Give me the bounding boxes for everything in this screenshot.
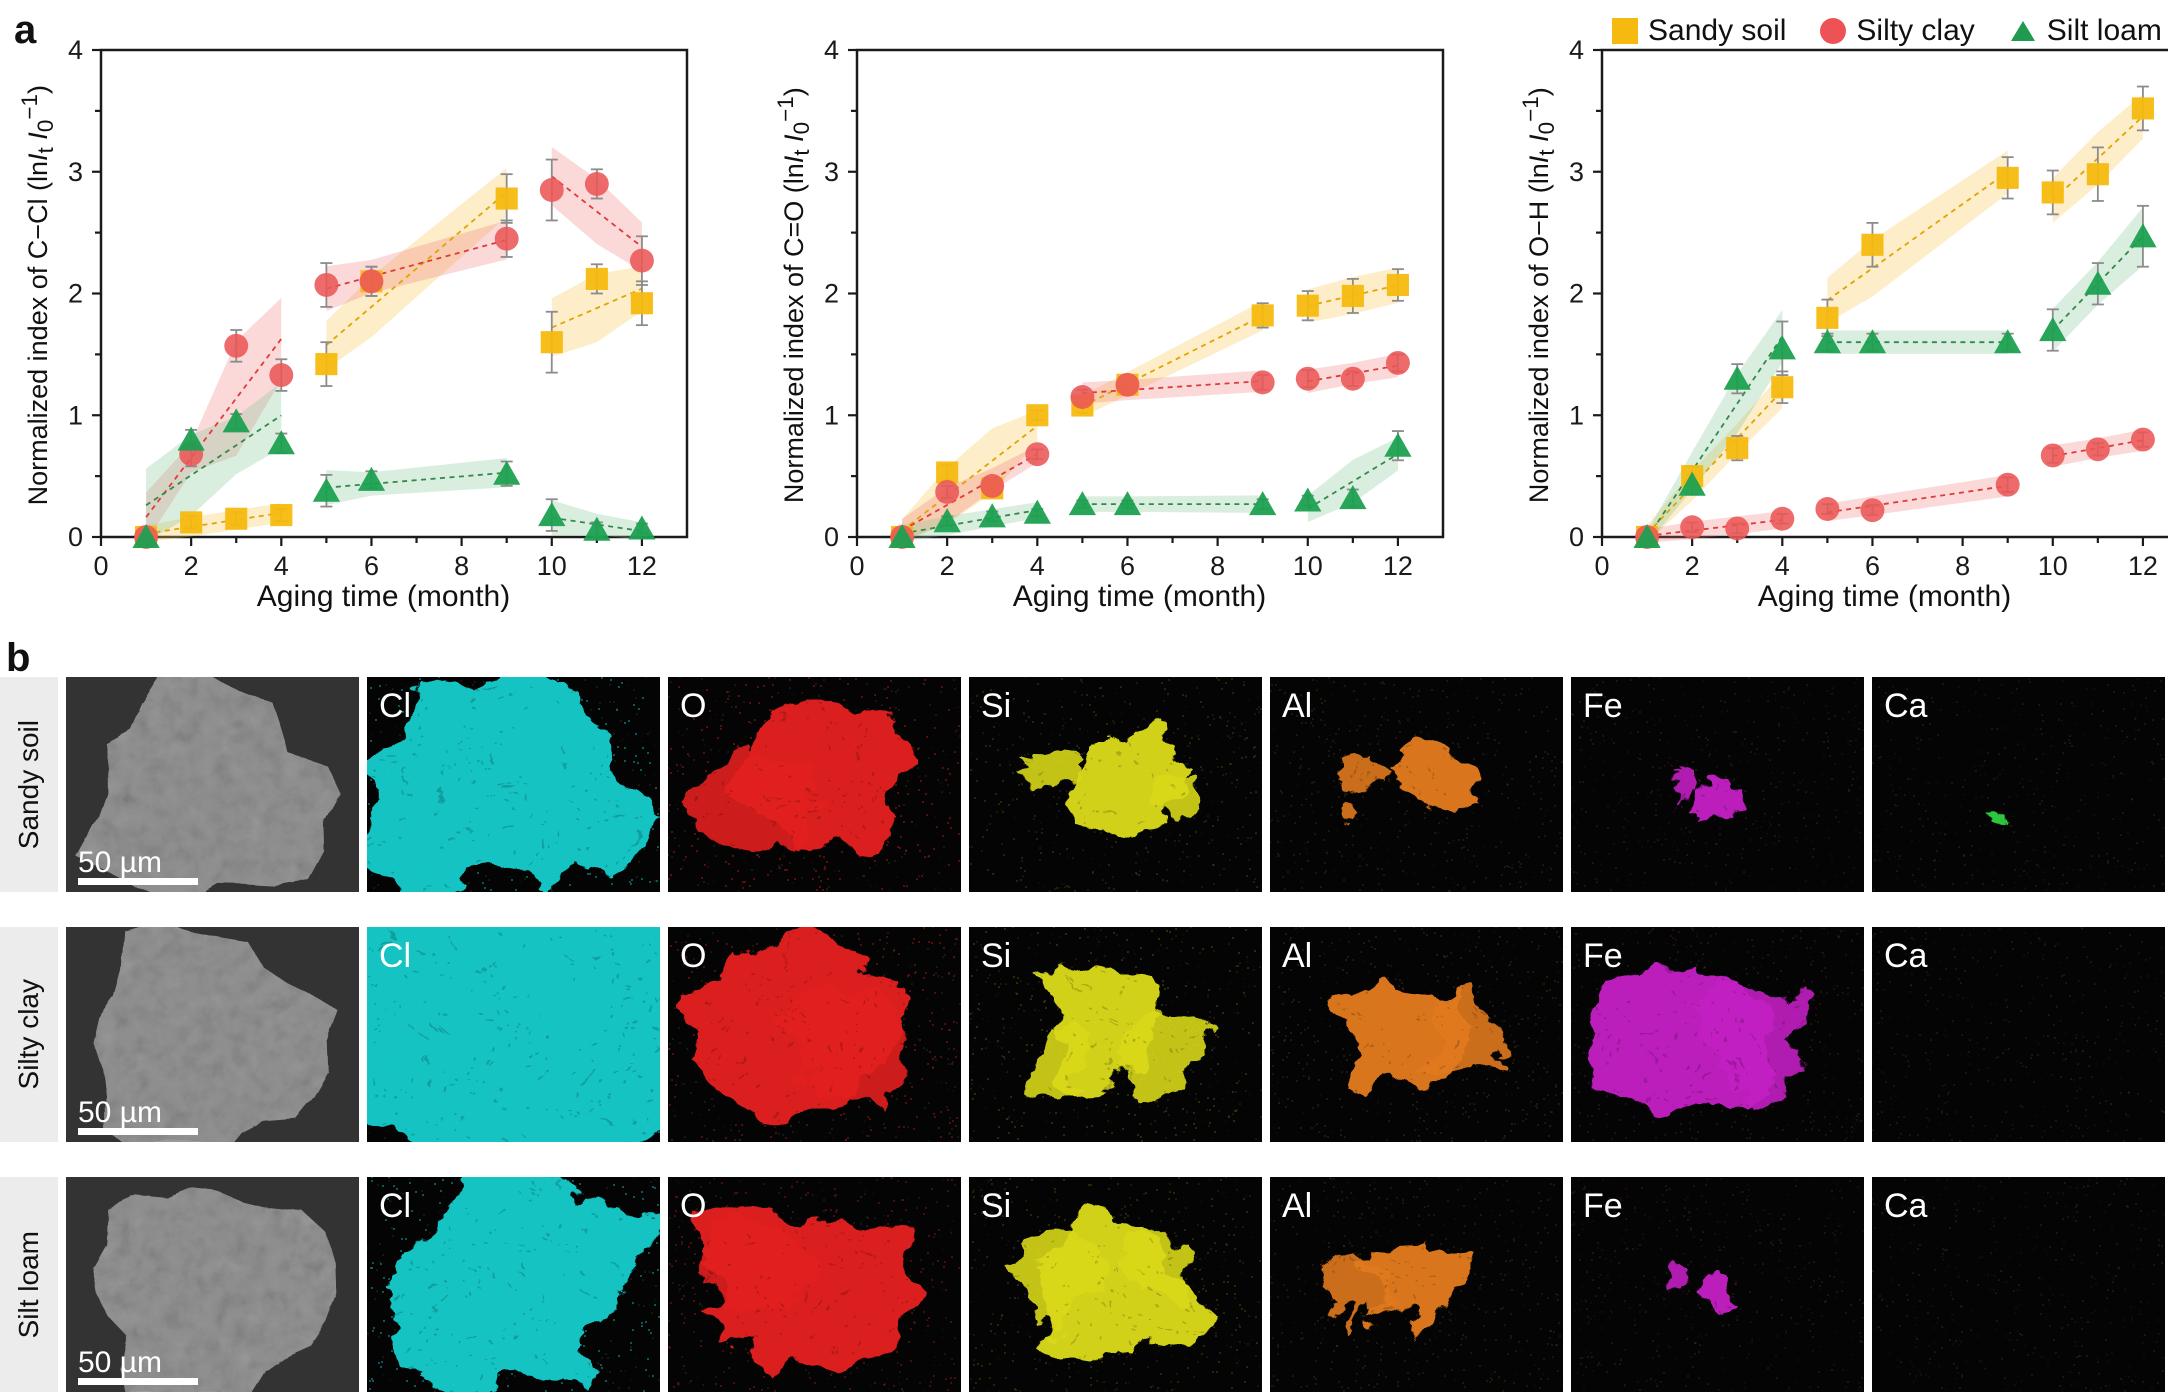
svg-text:0: 0 — [1569, 522, 1584, 552]
svg-text:4: 4 — [1775, 551, 1790, 581]
svg-text:0: 0 — [1594, 551, 1609, 581]
svg-text:0: 0 — [93, 551, 108, 581]
svg-text:4: 4 — [824, 35, 839, 65]
svg-text:Si: Si — [981, 687, 1011, 725]
svg-text:Fe: Fe — [1583, 937, 1623, 975]
svg-text:0: 0 — [824, 522, 839, 552]
svg-text:Fe: Fe — [1583, 687, 1623, 725]
svg-text:2: 2 — [1685, 551, 1700, 581]
svg-text:8: 8 — [1955, 551, 1970, 581]
svg-text:2: 2 — [1569, 279, 1584, 309]
svg-text:10: 10 — [537, 551, 567, 581]
svg-text:10: 10 — [1293, 551, 1323, 581]
svg-text:4: 4 — [1030, 551, 1045, 581]
svg-text:O: O — [680, 937, 706, 975]
svg-text:Si: Si — [981, 1187, 1011, 1225]
svg-text:Ca: Ca — [1884, 687, 1928, 725]
svg-text:3: 3 — [68, 157, 83, 187]
svg-text:3: 3 — [1569, 157, 1584, 187]
svg-text:1: 1 — [68, 400, 83, 430]
svg-text:Al: Al — [1282, 1187, 1312, 1225]
svg-text:10: 10 — [2038, 551, 2068, 581]
svg-text:O: O — [680, 687, 706, 725]
svg-text:1: 1 — [1569, 400, 1584, 430]
svg-text:Si: Si — [981, 937, 1011, 975]
svg-text:12: 12 — [2128, 551, 2158, 581]
svg-text:2: 2 — [184, 551, 199, 581]
svg-text:8: 8 — [454, 551, 469, 581]
svg-text:4: 4 — [68, 35, 83, 65]
svg-text:12: 12 — [627, 551, 657, 581]
svg-text:50 µm: 50 µm — [78, 1346, 162, 1379]
svg-text:3: 3 — [824, 157, 839, 187]
svg-text:4: 4 — [274, 551, 289, 581]
svg-text:0: 0 — [849, 551, 864, 581]
svg-text:2: 2 — [940, 551, 955, 581]
svg-text:2: 2 — [68, 279, 83, 309]
svg-text:Cl: Cl — [379, 937, 411, 975]
svg-text:50 µm: 50 µm — [78, 846, 162, 879]
svg-text:0: 0 — [68, 522, 83, 552]
svg-text:Al: Al — [1282, 687, 1312, 725]
svg-text:Cl: Cl — [379, 687, 411, 725]
svg-text:2: 2 — [824, 279, 839, 309]
svg-text:Cl: Cl — [379, 1187, 411, 1225]
svg-text:6: 6 — [364, 551, 379, 581]
svg-text:50 µm: 50 µm — [78, 1096, 162, 1129]
svg-text:4: 4 — [1569, 35, 1584, 65]
svg-text:1: 1 — [824, 400, 839, 430]
svg-text:O: O — [680, 1187, 706, 1225]
svg-text:Ca: Ca — [1884, 1187, 1928, 1225]
svg-text:Fe: Fe — [1583, 1187, 1623, 1225]
svg-text:Al: Al — [1282, 937, 1312, 975]
svg-text:6: 6 — [1120, 551, 1135, 581]
svg-text:8: 8 — [1210, 551, 1225, 581]
svg-text:Ca: Ca — [1884, 937, 1928, 975]
svg-text:6: 6 — [1865, 551, 1880, 581]
svg-text:12: 12 — [1383, 551, 1413, 581]
